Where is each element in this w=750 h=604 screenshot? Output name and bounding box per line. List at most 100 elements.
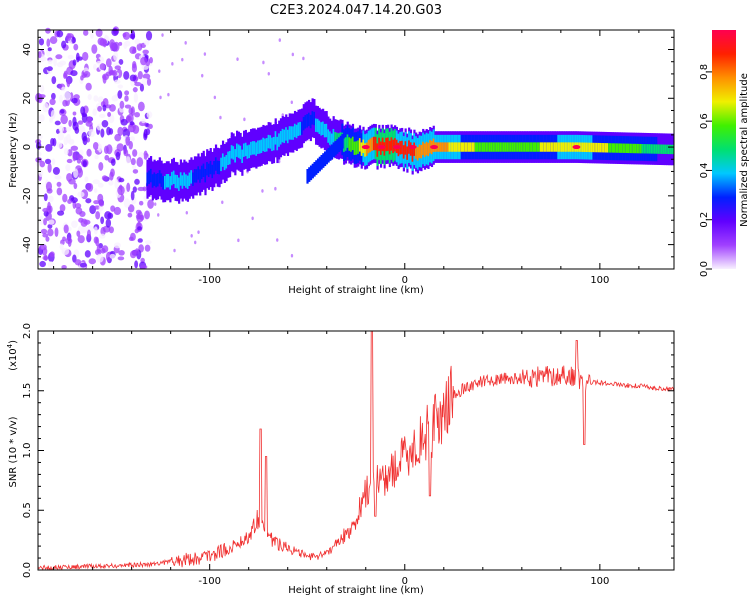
heatmap-cell [543, 142, 546, 152]
heatmap-cell [45, 143, 53, 152]
heatmap-cell [315, 160, 318, 175]
heatmap-cell [244, 142, 247, 157]
heatmap-cell [93, 63, 97, 71]
heatmap-cell [583, 142, 586, 152]
heatmap-cell [381, 137, 384, 152]
heatmap-cell [372, 136, 376, 151]
colorbar: 0.0 0.2 0.4 0.6 0.8 Normalized spectral ampl… [699, 30, 750, 277]
heatmap-cell [141, 118, 146, 124]
heatmap-cell [140, 264, 148, 270]
heatmap-cell [511, 142, 514, 152]
y-tick-label: 1.0 [22, 443, 33, 459]
x-tick-label: 100 [590, 576, 609, 587]
heatmap-cell [516, 142, 520, 152]
heatmap-cell [61, 247, 70, 256]
heatmap-cell [51, 158, 56, 166]
heatmap-cell [274, 131, 277, 145]
heatmap-cell [267, 134, 270, 149]
heatmap-cell [147, 199, 154, 209]
heatmap-cell [488, 142, 492, 152]
heatmap-cell [47, 261, 54, 269]
heatmap-cell [453, 142, 456, 152]
heatmap-cell [83, 29, 89, 36]
heatmap-cell [77, 155, 84, 161]
heatmap-cell [113, 79, 121, 84]
heatmap-cell [597, 142, 600, 153]
heatmap-cell [466, 142, 469, 152]
heatmap-cell [78, 149, 84, 156]
heatmap-cell [383, 142, 386, 156]
heatmap-cell [657, 144, 660, 154]
heatmap-cell [79, 262, 87, 268]
heatmap-cell [147, 123, 153, 129]
heatmap-cell [141, 78, 149, 86]
heatmap-cell [490, 142, 493, 152]
heatmap-cell [86, 229, 91, 239]
heatmap-cell [627, 143, 630, 154]
heatmap-cell [638, 143, 641, 154]
heatmap-cell [66, 33, 72, 42]
heatmap-cell [114, 178, 119, 189]
heatmap-cell [613, 143, 616, 153]
heatmap-cell [149, 168, 153, 183]
heatmap-cell [149, 57, 153, 64]
heatmap-cell [132, 61, 137, 69]
heatmap-cell [63, 136, 68, 146]
colorbar-ticks: 0.0 0.2 0.4 0.6 0.8 [699, 64, 712, 277]
heatmap-cell [181, 175, 184, 189]
heatmap-cell [111, 95, 119, 102]
heatmap-cell [567, 142, 571, 152]
heatmap-cell [332, 128, 335, 143]
heatmap-cell [650, 144, 653, 154]
heatmap-cell [343, 138, 346, 152]
heatmap-cell [458, 142, 462, 152]
heatmap-cell [522, 142, 525, 152]
heatmap-cell [286, 129, 290, 144]
heatmap-cell [107, 112, 112, 118]
heatmap-cell [251, 141, 255, 155]
heatmap-cell [385, 137, 388, 152]
heatmap-cell [360, 142, 363, 156]
heatmap-cell [553, 142, 557, 152]
heatmap-cell [171, 62, 174, 66]
heatmap-cell [184, 41, 187, 45]
heatmap-cell [105, 58, 112, 68]
heatmap-cell [102, 74, 107, 84]
heatmap-cell [501, 142, 504, 152]
heatmap-cell [290, 253, 294, 258]
snr-series-line [37, 330, 675, 571]
heatmap-cell [38, 114, 45, 122]
heatmap-cell [457, 142, 460, 152]
heatmap-cell [652, 144, 655, 154]
heatmap-cell [255, 142, 258, 156]
heatmap-cell [51, 92, 56, 100]
heatmap-cell [274, 186, 277, 191]
heatmap-cell [330, 133, 334, 147]
snr-y-ticks: 0.0 0.5 1.0 1.5 2.0 [22, 323, 674, 578]
heatmap-cell [63, 148, 69, 155]
heatmap-cell [98, 113, 106, 118]
colorbar-tick-label: 0.0 [699, 261, 710, 277]
heatmap-cell [502, 142, 506, 152]
heatmap-cell [125, 136, 130, 146]
heatmap-cell [86, 116, 92, 124]
heatmap-cell [62, 236, 66, 242]
heatmap-cell [374, 136, 377, 151]
heatmap-cell [592, 142, 595, 153]
heatmap-cell [117, 90, 123, 99]
heatmap-cell [106, 144, 113, 155]
heatmap-cell [126, 115, 132, 122]
heatmap-cell [48, 219, 55, 225]
heatmap-cell [104, 154, 110, 161]
heatmap-cell [176, 174, 179, 189]
heatmap-cell [532, 142, 535, 152]
heatmap-cell [262, 137, 265, 152]
heatmap-cell [311, 111, 314, 125]
heatmap-cell [84, 250, 91, 258]
heatmap-cell [38, 38, 45, 46]
heatmap-cell [108, 179, 114, 186]
heatmap-cell [199, 169, 202, 183]
heatmap-cell [499, 142, 502, 152]
heatmap-cell [117, 126, 124, 136]
heatmap-cell [555, 142, 558, 152]
